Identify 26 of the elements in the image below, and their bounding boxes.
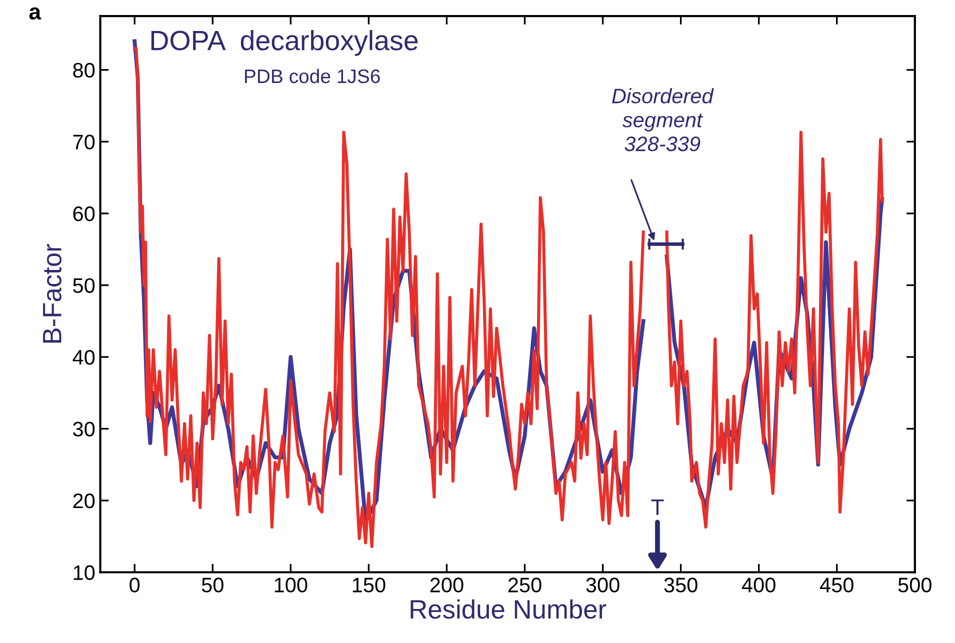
x-tick-label: 50 [202, 578, 224, 592]
y-tick-label: 50 [73, 278, 95, 293]
x-axis-title: Residue Number [410, 599, 606, 619]
x-tick-label: 250 [508, 578, 542, 592]
y-tick-label: 70 [73, 134, 95, 150]
text: a [29, 7, 42, 20]
x-tick-label: 400 [742, 578, 776, 592]
x-tick-label: 100 [274, 578, 308, 592]
chart-title: DOPA decarboxylase [151, 30, 418, 56]
y-tick-label: 30 [73, 422, 95, 436]
x-tick-label: 300 [586, 578, 620, 592]
x-tick-label: 350 [664, 578, 698, 592]
x-tick-label: 0 [130, 578, 140, 592]
y-axis-title: B-Factor [43, 244, 62, 343]
annotation: Disordered segment 328-339 [612, 88, 714, 152]
text: PDB code 1JS6 [245, 68, 380, 84]
annotation: T [651, 500, 664, 515]
y-tick-label: 80 [73, 62, 95, 78]
x-tick-label: 500 [898, 578, 932, 592]
y-tick-label: 40 [72, 350, 95, 365]
x-tick-label: 450 [820, 578, 854, 592]
y-tick-label: 20 [73, 494, 95, 508]
x-tick-label: 200 [430, 578, 464, 592]
y-tick-label: 60 [73, 206, 95, 222]
x-tick-label: 150 [352, 578, 386, 592]
y-tick-label: 10 [74, 565, 95, 580]
